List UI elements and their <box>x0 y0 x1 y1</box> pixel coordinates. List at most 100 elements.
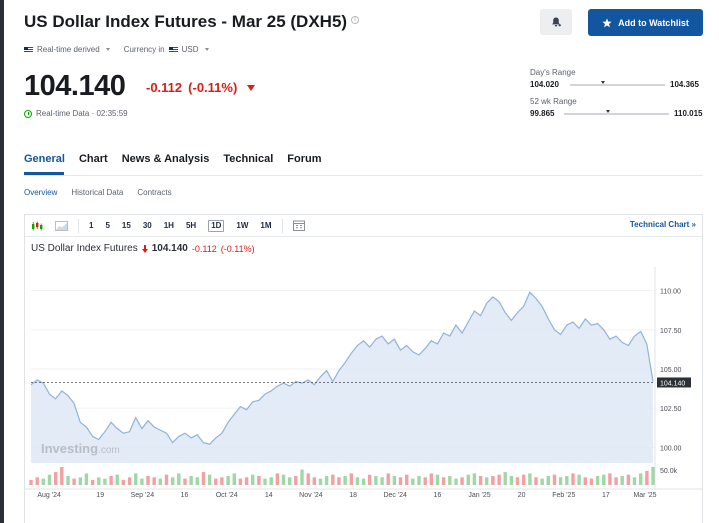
last-price-tag <box>657 377 691 388</box>
tabs-divider <box>24 175 703 176</box>
volume-bar <box>361 478 366 485</box>
chevron-down-icon[interactable] <box>105 48 110 51</box>
volume-bar <box>411 478 415 485</box>
volume-bar <box>515 477 520 485</box>
down-arrow-icon <box>247 84 256 91</box>
last-price: 104.140 <box>24 70 126 102</box>
volume-bar <box>423 477 427 485</box>
info-icon[interactable]: i <box>351 16 360 24</box>
volume-bar <box>405 474 409 485</box>
x-tick-label: 16 <box>181 492 189 499</box>
interval-1m[interactable]: 1M <box>260 221 272 230</box>
add-to-watchlist-button[interactable]: Add to Watchlist <box>588 9 703 36</box>
volume-bar <box>337 477 341 485</box>
volume-bar <box>257 476 261 485</box>
52wk-range-low: 99.865 <box>530 109 555 118</box>
volume-bar <box>152 477 156 485</box>
subtab-contracts[interactable]: Contracts <box>137 188 172 197</box>
volume-bar <box>392 476 397 485</box>
volume-bar <box>558 477 563 485</box>
tab-news-analysis[interactable]: News & Analysis <box>121 153 210 165</box>
volume-bar <box>300 469 304 485</box>
volume-bar <box>355 477 360 485</box>
volume-bar <box>97 477 101 485</box>
interval-30[interactable]: 30 <box>142 221 152 230</box>
52wk-range-label: 52 wk Range <box>530 97 577 106</box>
volume-bar <box>546 476 550 485</box>
technical-chart-link[interactable]: Technical Chart » <box>630 220 696 229</box>
currency-label: Currency in <box>123 45 165 54</box>
candlestick-type-button[interactable] <box>25 215 49 237</box>
volume-bar <box>509 476 514 485</box>
x-axis: Aug '24 19 Sep '24 16 Oct '24 14 Nov '24 18 Dec … <box>37 492 656 499</box>
x-tick-label: 20 <box>518 492 526 499</box>
tab-forum[interactable]: Forum <box>287 153 322 165</box>
y-tick-label: 100.00 <box>660 445 682 452</box>
tab-chart[interactable]: Chart <box>78 153 108 165</box>
price-chart[interactable]: 110.00 107.50 105.00 102.50 100.00 104.140 50.… <box>25 267 702 517</box>
volume-bar <box>189 476 193 485</box>
x-tick-label: 19 <box>96 492 104 499</box>
area-type-button[interactable] <box>49 215 74 237</box>
volume-bar <box>171 477 175 485</box>
volume-bar <box>121 479 126 485</box>
x-tick-label: 18 <box>349 492 357 499</box>
day-range-high: 104.365 <box>670 80 699 89</box>
realtime-derived-label[interactable]: Real-time derived <box>37 45 100 54</box>
clock-icon <box>24 109 32 118</box>
interval-5h[interactable]: 5H <box>185 221 197 230</box>
x-tick-label: 14 <box>265 492 273 499</box>
chart-panel: 1 5 15 30 1H 5H 1D 1W 1M Technical Chart… <box>24 214 703 523</box>
volume-bar <box>380 477 384 485</box>
create-alert-button[interactable] <box>540 9 572 35</box>
interval-1d-label: 1D <box>208 219 225 232</box>
interval-1w[interactable]: 1W <box>236 221 249 230</box>
volume-bar <box>651 467 655 485</box>
day-range-low: 104.020 <box>530 80 559 89</box>
currency-value[interactable]: USD <box>181 45 199 54</box>
subtab-overview[interactable]: Overview <box>24 188 58 197</box>
chevron-right-icon: » <box>691 220 696 229</box>
interval-5[interactable]: 5 <box>105 221 110 230</box>
volume-bar <box>565 476 569 485</box>
candlestick-icon <box>32 221 43 230</box>
volume-bar <box>294 476 298 485</box>
volume-bar <box>109 476 113 485</box>
x-tick-label: Oct '24 <box>216 492 238 499</box>
volume-bar <box>398 477 403 485</box>
calendar-button[interactable] <box>287 215 311 237</box>
x-tick-label: Jan '25 <box>468 492 490 499</box>
day-range-marker <box>601 81 606 84</box>
volume-bar <box>386 473 390 485</box>
volume-bar <box>454 478 458 485</box>
calendar-icon <box>292 220 305 231</box>
volume-bar <box>441 477 446 485</box>
x-tick-label: Mar '25 <box>633 492 656 499</box>
volume-bar <box>368 474 372 485</box>
interval-15[interactable]: 15 <box>121 221 131 230</box>
y-axis: 110.00 107.50 105.00 102.50 100.00 104.140 50.… <box>657 289 691 475</box>
x-tick-label: Dec '24 <box>383 492 407 499</box>
volume-bar <box>115 474 119 485</box>
tab-technical[interactable]: Technical <box>223 153 274 165</box>
tab-general[interactable]: General <box>24 153 65 165</box>
window-edge <box>0 0 4 523</box>
volume-bar <box>324 476 329 485</box>
subtab-historical-data[interactable]: Historical Data <box>71 188 124 197</box>
volume-bar <box>214 478 218 485</box>
star-icon <box>602 18 612 27</box>
volume-axis-label: 50.0k <box>660 468 678 475</box>
price-change: -0.112 (-0.11%) <box>146 80 256 95</box>
volume-bar <box>220 477 224 485</box>
interval-1h[interactable]: 1H <box>163 221 174 230</box>
volume-bar <box>528 473 532 485</box>
interval-1d[interactable]: 1D <box>202 215 230 237</box>
x-tick-label: Sep '24 <box>131 492 155 499</box>
sub-tabs: Overview Historical Data Contracts <box>24 188 172 197</box>
volume-bar <box>491 476 495 485</box>
legend-price: 104.140 <box>151 243 188 254</box>
chevron-down-icon[interactable] <box>204 48 209 51</box>
x-tick-label: 17 <box>602 492 610 499</box>
interval-1[interactable]: 1 <box>89 221 94 230</box>
volume-bar <box>632 477 637 485</box>
